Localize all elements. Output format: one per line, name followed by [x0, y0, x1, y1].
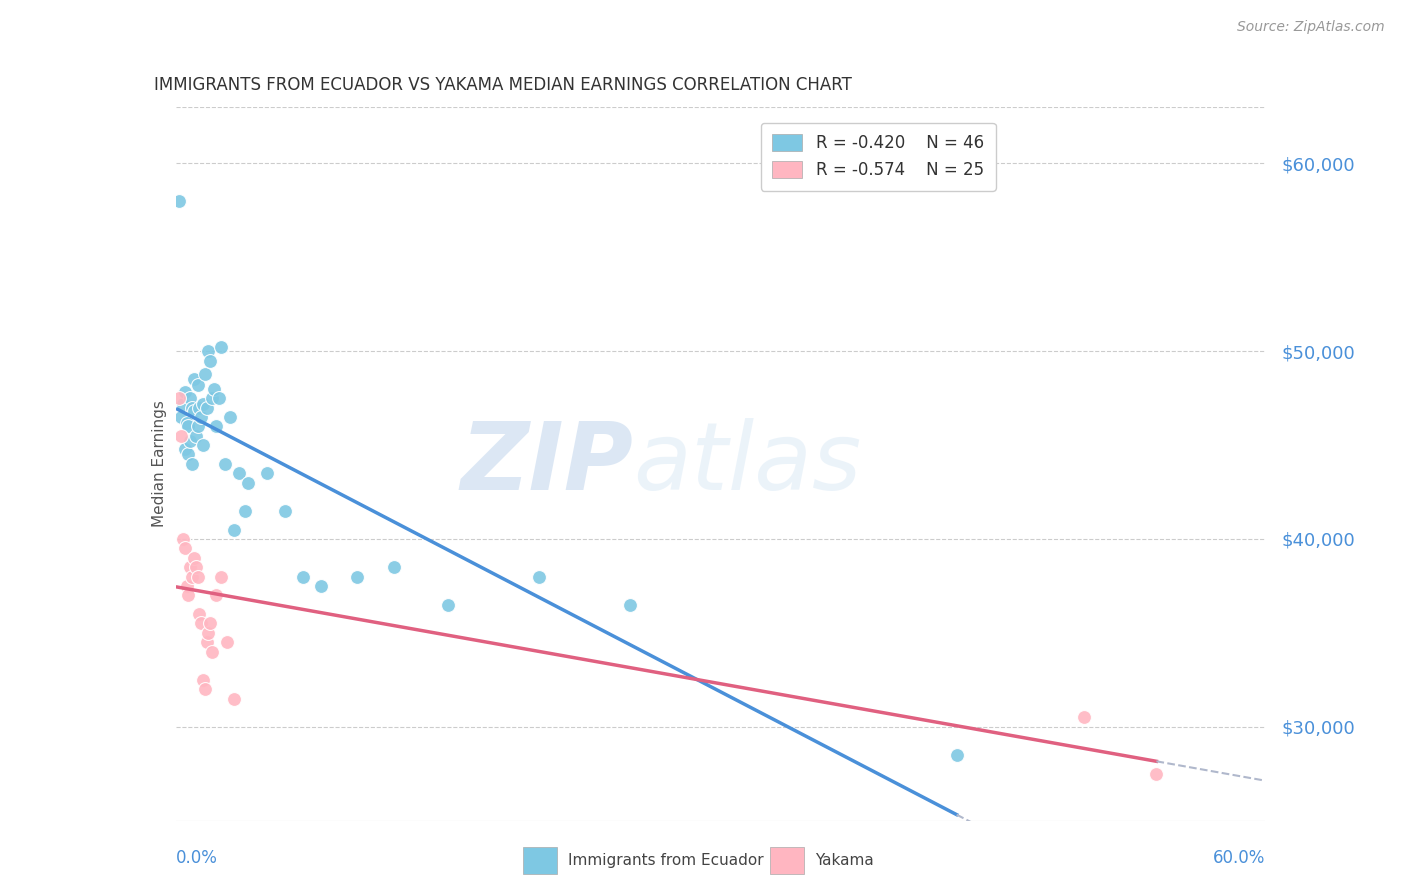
Point	[169, 391, 191, 405]
Point	[170, 409, 193, 424]
Point	[527, 569, 550, 583]
Point	[194, 682, 217, 697]
Legend: R = -0.420    N = 46, R = -0.574    N = 25: R = -0.420 N = 46, R = -0.574 N = 25	[761, 122, 995, 191]
Point	[382, 560, 405, 574]
Point	[201, 645, 224, 659]
Point	[186, 419, 209, 434]
Point	[177, 419, 200, 434]
Point	[222, 523, 245, 537]
Point	[181, 401, 204, 415]
Text: 60.0%: 60.0%	[1213, 849, 1265, 867]
Point	[209, 340, 232, 354]
Point	[170, 428, 193, 442]
Text: atlas: atlas	[633, 418, 862, 509]
Text: IMMIGRANTS FROM ECUADOR VS YAKAMA MEDIAN EARNINGS CORRELATION CHART: IMMIGRANTS FROM ECUADOR VS YAKAMA MEDIAN…	[155, 77, 852, 95]
Text: Yakama: Yakama	[815, 854, 875, 868]
Point	[188, 401, 211, 415]
Point	[195, 635, 218, 649]
Point	[197, 625, 219, 640]
Point	[214, 457, 236, 471]
Point	[181, 569, 204, 583]
Point	[186, 378, 209, 392]
Point	[179, 391, 201, 405]
Point	[177, 447, 200, 461]
Bar	[770, 847, 804, 874]
Point	[172, 397, 194, 411]
Point	[201, 391, 224, 405]
Text: ZIP: ZIP	[461, 417, 633, 510]
Point	[173, 442, 195, 456]
Point	[204, 419, 226, 434]
Point	[176, 579, 198, 593]
Point	[172, 532, 194, 546]
Point	[191, 673, 214, 687]
Point	[219, 409, 242, 424]
Bar	[523, 847, 557, 874]
Point	[228, 467, 250, 481]
Point	[291, 569, 314, 583]
Point	[945, 747, 967, 762]
Point	[183, 372, 205, 386]
Point	[1146, 766, 1168, 780]
Point	[274, 504, 297, 518]
Point	[197, 344, 219, 359]
Point	[208, 391, 231, 405]
Point	[256, 467, 278, 481]
Point	[179, 434, 201, 449]
Point	[184, 560, 207, 574]
Point	[176, 416, 198, 430]
Y-axis label: Median Earnings: Median Earnings	[152, 401, 167, 527]
Point	[200, 616, 222, 631]
Point	[184, 428, 207, 442]
Point	[233, 504, 256, 518]
Point	[169, 194, 191, 208]
Point	[188, 607, 211, 621]
Point	[195, 401, 218, 415]
Point	[183, 550, 205, 565]
Point	[619, 598, 641, 612]
Point	[202, 382, 225, 396]
Point	[191, 397, 214, 411]
Point	[194, 367, 217, 381]
Point	[209, 569, 232, 583]
Point	[204, 588, 226, 602]
Point	[179, 560, 201, 574]
Point	[173, 385, 195, 400]
Point	[215, 635, 238, 649]
Point	[177, 588, 200, 602]
Point	[437, 598, 460, 612]
Text: Immigrants from Ecuador: Immigrants from Ecuador	[568, 854, 763, 868]
Point	[173, 541, 195, 556]
Point	[238, 475, 260, 490]
Text: Source: ZipAtlas.com: Source: ZipAtlas.com	[1237, 20, 1385, 34]
Point	[191, 438, 214, 452]
Point	[190, 409, 212, 424]
Point	[346, 569, 368, 583]
Point	[309, 579, 332, 593]
Point	[222, 691, 245, 706]
Text: 0.0%: 0.0%	[176, 849, 218, 867]
Point	[1073, 710, 1095, 724]
Point	[186, 569, 209, 583]
Point	[183, 404, 205, 418]
Point	[190, 616, 212, 631]
Point	[200, 353, 222, 368]
Point	[181, 457, 204, 471]
